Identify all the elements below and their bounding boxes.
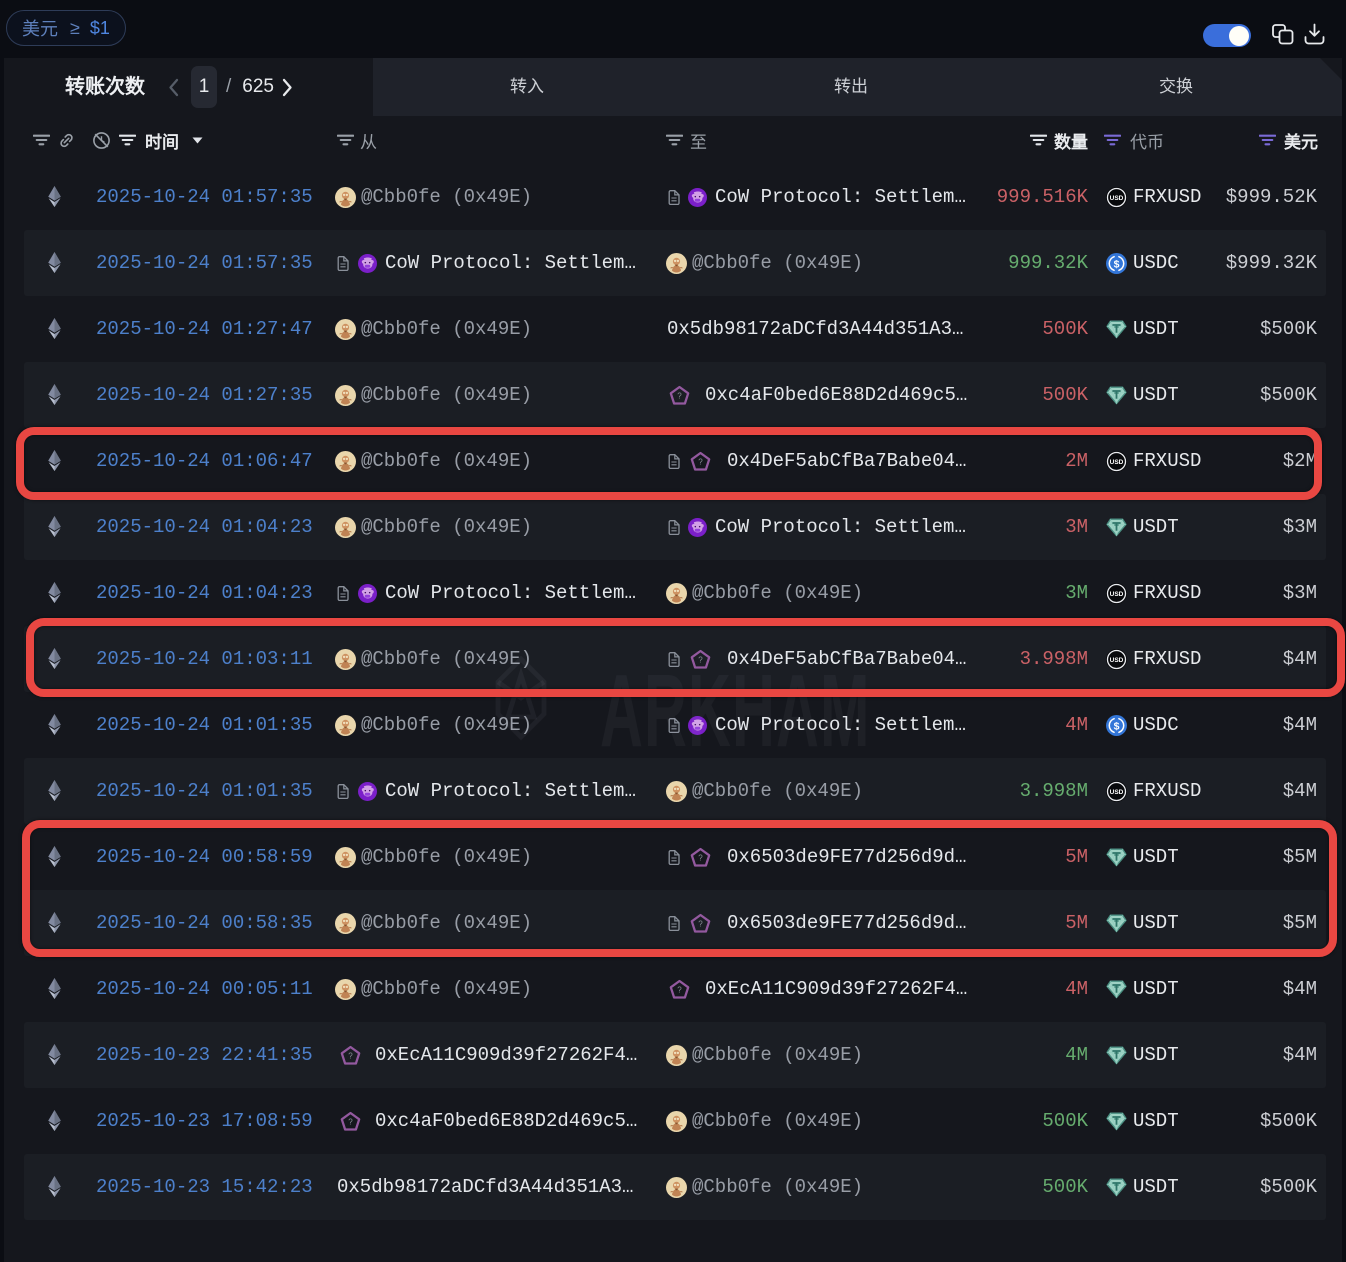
svg-text:?: ? [698, 853, 703, 862]
svg-text:?: ? [677, 391, 682, 400]
svg-text:?: ? [698, 919, 703, 928]
svg-text:$: $ [1114, 720, 1120, 732]
svg-text:$: $ [1114, 258, 1120, 270]
svg-text:USD: USD [1110, 459, 1124, 466]
svg-text:?: ? [677, 985, 682, 994]
svg-text:?: ? [698, 457, 703, 466]
svg-text:USD: USD [1110, 657, 1124, 664]
svg-text:USD: USD [1110, 591, 1124, 598]
svg-text:?: ? [348, 1117, 353, 1126]
svg-text:?: ? [698, 655, 703, 664]
svg-text:USD: USD [1110, 195, 1124, 202]
svg-text:USD: USD [1110, 789, 1124, 796]
svg-text:?: ? [348, 1051, 353, 1060]
